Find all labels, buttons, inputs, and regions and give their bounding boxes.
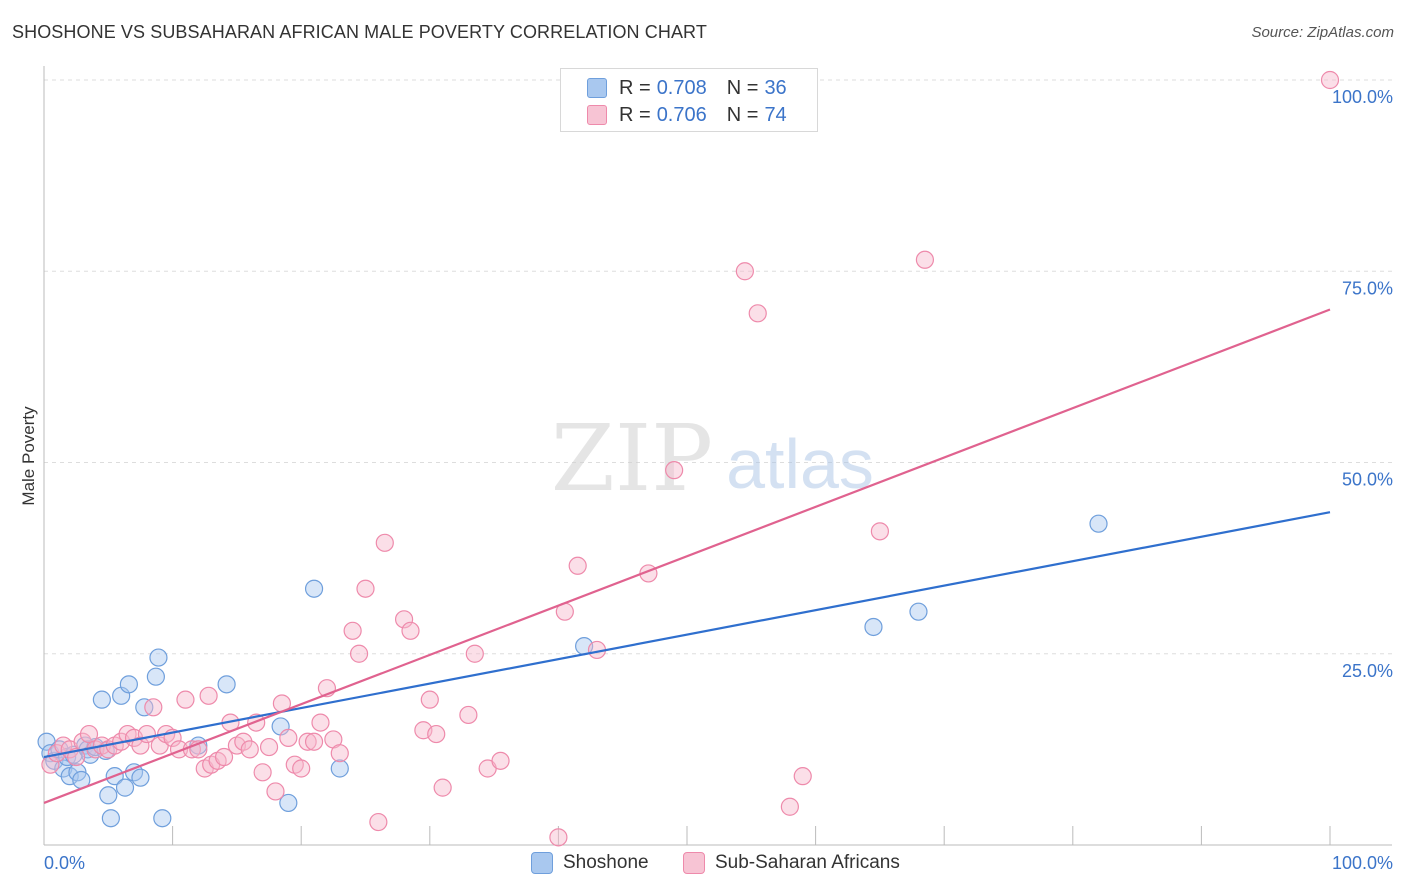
subsaharan-point: [330, 744, 349, 763]
subsaharan-point: [279, 728, 298, 748]
y-tick-label: 25.0%: [1342, 661, 1393, 681]
r-label: R =: [619, 103, 651, 126]
shoshone-point: [92, 690, 111, 709]
subsaharan-point: [369, 812, 388, 832]
subsaharan-point: [298, 732, 317, 751]
legend-item-shoshone: Shoshone: [531, 852, 649, 874]
shoshone-swatch: [587, 78, 607, 98]
subsaharan-point: [144, 698, 163, 717]
shoshone-point: [864, 617, 883, 637]
subsaharan-point: [259, 737, 279, 757]
subsaharan-point: [748, 304, 767, 323]
subsaharan-point: [735, 262, 754, 281]
legend-series: Shoshone Sub-Saharan Africans: [0, 852, 1406, 878]
shoshone-point: [149, 648, 168, 667]
subsaharan-point: [311, 713, 330, 732]
shoshone-point: [330, 759, 349, 778]
watermark-zip: ZIP: [551, 405, 713, 512]
subsaharan-point: [349, 644, 369, 663]
shoshone-point: [909, 602, 928, 621]
subsaharan-point: [304, 732, 324, 751]
shoshone-point: [304, 579, 324, 598]
subsaharan-point: [780, 797, 799, 816]
legend-row-subsaharan: R = 0.706 N = 74: [587, 104, 787, 126]
subsaharan-swatch: [587, 105, 607, 125]
n-label: N =: [726, 76, 759, 99]
subsaharan-point: [459, 705, 478, 725]
y-axis-label: Male Poverty: [19, 406, 38, 506]
y-tick-label: 100.0%: [1332, 87, 1393, 107]
subsaharan-point: [343, 621, 362, 640]
shoshone-point: [131, 768, 150, 787]
x-tick-label: 100.0%: [1332, 853, 1393, 873]
shoshone-point: [119, 675, 138, 694]
subsaharan-point: [375, 533, 394, 552]
subsaharan-point: [465, 644, 484, 663]
subsaharan-point: [79, 724, 99, 744]
subsaharan-point: [915, 250, 935, 269]
tick-labels: 25.0% 50.0% 75.0% 100.0% 0.0% 100.0%: [44, 87, 1393, 873]
subsaharan-point: [568, 556, 587, 575]
subsaharan-point: [176, 690, 195, 709]
shoshone-point: [101, 809, 120, 828]
subsaharan-point: [427, 724, 446, 744]
subsaharan-point: [420, 690, 439, 709]
y-tick-label: 50.0%: [1342, 470, 1393, 490]
subsaharan-point: [356, 579, 375, 598]
subsaharan-point: [401, 621, 420, 640]
grid: [44, 79, 1392, 655]
shoshone-legend-swatch: [531, 852, 553, 874]
subsaharan-point: [394, 610, 414, 629]
subsaharan-point: [199, 686, 218, 705]
chart-title: SHOSHONE VS SUBSAHARAN AFRICAN MALE POVE…: [12, 22, 707, 42]
subsaharan-point: [292, 759, 311, 778]
shoshone-point: [99, 786, 118, 805]
subsaharan-point: [433, 778, 452, 797]
subsaharan-point: [665, 461, 684, 480]
legend-label-shoshone: Shoshone: [563, 852, 649, 873]
trend-lines: [43, 308, 1331, 804]
shoshone-point: [146, 667, 165, 686]
subsaharan-point: [240, 740, 259, 759]
subsaharan-point: [266, 782, 285, 801]
legend-stats: R = 0.708 N = 36 R = 0.706 N = 74: [560, 68, 818, 132]
subsaharan-point: [870, 522, 890, 541]
shoshone-point: [153, 809, 172, 828]
shoshone-point: [217, 675, 236, 694]
subsaharan-point: [1320, 70, 1340, 90]
x-tick-label: 0.0%: [44, 853, 85, 873]
watermark: ZIP atlas: [551, 405, 874, 512]
subsaharan-point: [214, 747, 234, 767]
watermark-atlas: atlas: [726, 425, 874, 503]
subsaharan-trend-line: [43, 308, 1331, 804]
subsaharan-legend-swatch: [683, 852, 705, 874]
r-value: 0.706: [656, 103, 707, 126]
n-value: 36: [764, 76, 787, 99]
subsaharan-point: [491, 751, 510, 770]
subsaharan-point: [253, 763, 272, 782]
source-label: Source: ZipAtlas.com: [1251, 24, 1394, 41]
shoshone-point: [1089, 514, 1108, 533]
legend-item-subsaharan: Sub-Saharan Africans: [683, 852, 900, 874]
subsaharan-point: [793, 767, 812, 786]
r-value: 0.708: [656, 76, 707, 99]
subsaharan-point: [549, 828, 568, 847]
shoshone-point: [279, 793, 298, 813]
n-value: 74: [764, 103, 787, 126]
y-tick-label: 75.0%: [1342, 278, 1393, 298]
subsaharan-point: [131, 736, 150, 755]
shoshone-trend-line: [43, 511, 1331, 759]
r-label: R =: [619, 76, 651, 99]
axes: [43, 66, 1392, 846]
n-label: N =: [726, 103, 759, 126]
legend-row-shoshone: R = 0.708 N = 36: [587, 77, 787, 99]
legend-label-subsaharan: Sub-Saharan Africans: [715, 852, 900, 873]
shoshone-point: [115, 778, 135, 797]
